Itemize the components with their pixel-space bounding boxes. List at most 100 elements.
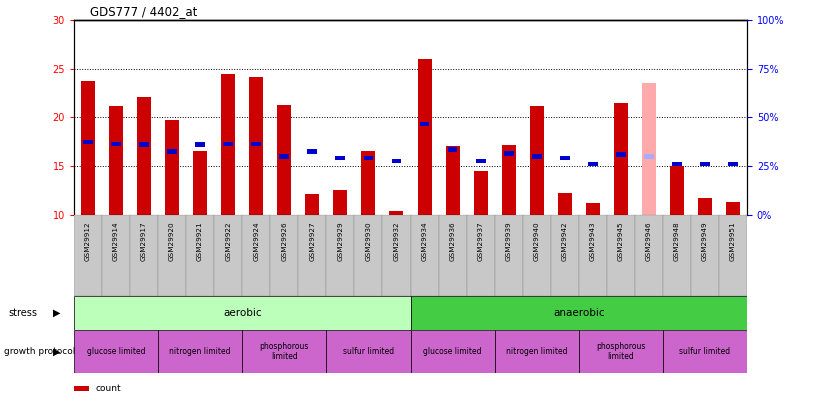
Bar [214, 215, 242, 296]
Bar [251, 141, 261, 146]
Bar [242, 330, 326, 373]
Text: GSM29922: GSM29922 [225, 221, 232, 261]
Bar [361, 151, 375, 215]
Text: sulfur limited: sulfur limited [680, 347, 731, 356]
Bar [698, 198, 712, 215]
Text: GSM29924: GSM29924 [253, 221, 259, 261]
Bar [139, 143, 149, 147]
Bar [102, 215, 130, 296]
Bar [474, 171, 488, 215]
Text: GSM29920: GSM29920 [169, 221, 175, 261]
Text: glucose limited: glucose limited [87, 347, 145, 356]
Bar [557, 193, 571, 215]
Bar [111, 141, 121, 146]
Bar [336, 156, 346, 160]
Text: stress: stress [8, 308, 37, 318]
Text: GSM29943: GSM29943 [589, 221, 596, 261]
Bar [389, 211, 403, 215]
Bar [504, 151, 514, 156]
Text: GSM29927: GSM29927 [310, 221, 315, 261]
Bar [305, 194, 319, 215]
Bar [670, 166, 684, 215]
Bar [221, 74, 235, 215]
Text: GSM29934: GSM29934 [421, 221, 428, 261]
Bar [420, 122, 429, 126]
Text: GSM29940: GSM29940 [534, 221, 539, 261]
Text: count: count [95, 384, 121, 393]
Text: GSM29939: GSM29939 [506, 221, 511, 261]
Bar [494, 330, 579, 373]
Bar [663, 215, 691, 296]
Bar [663, 330, 747, 373]
Text: GSM29951: GSM29951 [730, 221, 736, 261]
Text: GSM29949: GSM29949 [702, 221, 708, 261]
Bar [644, 154, 654, 158]
Bar [298, 215, 327, 296]
Bar [74, 215, 102, 296]
Text: nitrogen limited: nitrogen limited [169, 347, 231, 356]
Bar [551, 215, 579, 296]
Bar [494, 215, 523, 296]
Bar [327, 215, 355, 296]
Text: glucose limited: glucose limited [424, 347, 482, 356]
Bar [502, 145, 516, 215]
Bar [270, 215, 298, 296]
Bar [327, 330, 410, 373]
Bar [158, 330, 242, 373]
Bar [83, 140, 93, 144]
Text: GSM29946: GSM29946 [646, 221, 652, 261]
Bar [700, 162, 710, 166]
Bar [728, 162, 738, 166]
Bar [475, 159, 485, 163]
Bar [242, 215, 270, 296]
Text: GSM29942: GSM29942 [562, 221, 568, 261]
Text: phosphorous
limited: phosphorous limited [596, 342, 645, 361]
Text: GSM29914: GSM29914 [113, 221, 119, 261]
Bar [635, 215, 663, 296]
Bar [418, 59, 432, 215]
Bar [158, 215, 186, 296]
Text: GSM29912: GSM29912 [85, 221, 91, 261]
Bar [81, 81, 95, 215]
Bar [530, 106, 544, 215]
Bar [642, 83, 656, 215]
Text: growth protocol: growth protocol [4, 347, 76, 356]
Bar [410, 330, 494, 373]
Text: GSM29929: GSM29929 [337, 221, 343, 261]
Text: GSM29917: GSM29917 [141, 221, 147, 261]
Bar [579, 215, 607, 296]
Bar [588, 162, 598, 166]
Bar [74, 296, 410, 330]
Text: GSM29948: GSM29948 [674, 221, 680, 261]
Bar [438, 215, 466, 296]
Text: nitrogen limited: nitrogen limited [506, 347, 567, 356]
Bar [195, 143, 205, 147]
Bar [392, 159, 401, 163]
Text: aerobic: aerobic [222, 308, 262, 318]
Bar [130, 215, 158, 296]
Text: GSM29921: GSM29921 [197, 221, 203, 261]
Text: GDS777 / 4402_at: GDS777 / 4402_at [90, 5, 198, 18]
Bar [137, 97, 151, 215]
Text: GSM29926: GSM29926 [282, 221, 287, 261]
Bar [410, 215, 438, 296]
Bar [383, 215, 410, 296]
Bar [532, 154, 542, 158]
Bar [691, 215, 719, 296]
Bar [186, 215, 214, 296]
Bar [364, 156, 374, 160]
Text: GSM29936: GSM29936 [450, 221, 456, 261]
Bar [333, 190, 347, 215]
Bar [726, 202, 740, 215]
Bar [607, 215, 635, 296]
Text: GSM29945: GSM29945 [618, 221, 624, 261]
Bar [167, 149, 177, 153]
Bar [523, 215, 551, 296]
Bar [447, 147, 457, 152]
Bar [614, 103, 628, 215]
Text: ▶: ▶ [53, 346, 61, 356]
Text: sulfur limited: sulfur limited [343, 347, 394, 356]
Bar [446, 146, 460, 215]
Bar [672, 162, 682, 166]
Bar [579, 330, 663, 373]
